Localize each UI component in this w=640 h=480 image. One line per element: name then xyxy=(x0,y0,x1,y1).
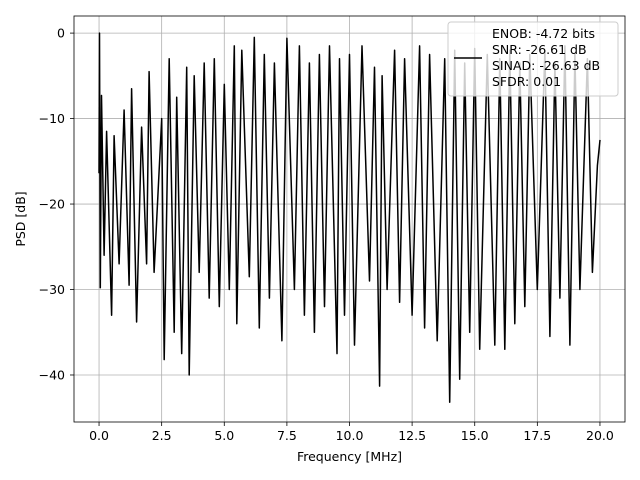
y-tick-label: −20 xyxy=(39,197,65,212)
legend-line-snr: SNR: -26.61 dB xyxy=(492,42,587,57)
axis-tick-labels: 0.0 2.5 5.0 7.5 10.0 12.5 15.0 17.5 20.0 0 −10 −20 −… xyxy=(39,26,614,443)
psd-series-line xyxy=(98,32,601,404)
x-tick-label: 2.5 xyxy=(152,428,172,443)
x-tick-label: 5.0 xyxy=(214,428,234,443)
y-axis-label: PSD [dB] xyxy=(13,191,28,246)
y-tick-label: 0 xyxy=(57,26,65,41)
y-tick-label: −40 xyxy=(39,367,65,382)
y-tick-label: −10 xyxy=(39,111,65,126)
axis-ticks xyxy=(70,32,601,426)
x-tick-label: 17.5 xyxy=(523,428,551,443)
x-axis-label: Frequency [MHz] xyxy=(297,449,402,464)
plot-frame xyxy=(73,15,626,423)
x-tick-label: 0.0 xyxy=(89,428,109,443)
x-tick-label: 7.5 xyxy=(277,428,297,443)
legend: ENOB: -4.72 bits SNR: -26.61 dB SINAD: -… xyxy=(447,21,619,97)
legend-line-sfdr: SFDR: 0.01 xyxy=(492,74,561,89)
legend-line-sinad: SINAD: -26.63 dB xyxy=(492,58,600,73)
series-layer xyxy=(98,32,601,404)
y-tick-label: −30 xyxy=(39,282,65,297)
x-tick-label: 10.0 xyxy=(336,428,364,443)
x-tick-label: 20.0 xyxy=(586,428,614,443)
legend-line-enob: ENOB: -4.72 bits xyxy=(492,26,595,41)
legend-box xyxy=(447,21,619,97)
x-tick-label: 15.0 xyxy=(461,428,489,443)
x-tick-label: 12.5 xyxy=(398,428,426,443)
